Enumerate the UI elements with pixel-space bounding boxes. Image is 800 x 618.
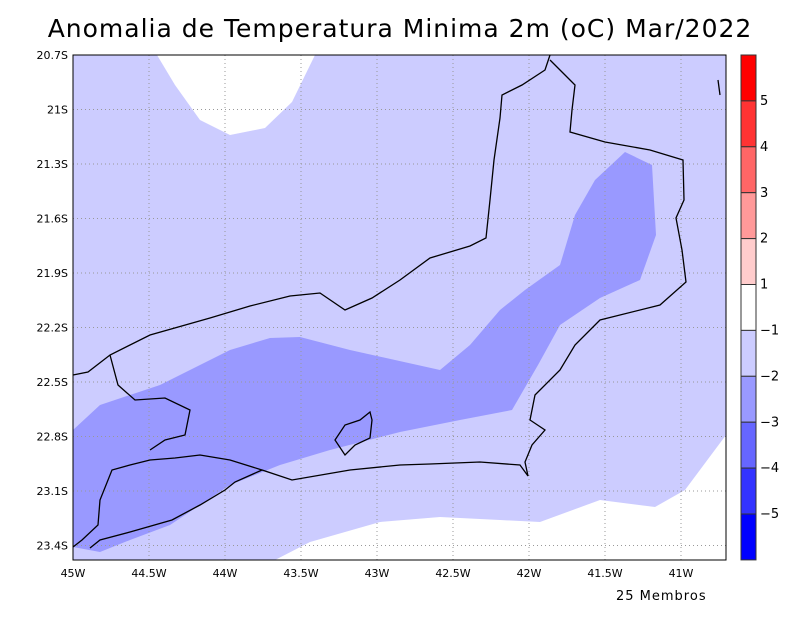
grid-lines [73,55,726,560]
lon-tick-label: 43W [365,567,390,580]
lat-tick-label: 21.9S [37,267,68,280]
colorbar-swatch [740,100,757,148]
colorbar-swatch [740,329,757,377]
lat-tick-label: 22.2S [37,322,68,335]
map-frame [72,54,727,561]
colorbar-label: −3 [760,415,779,430]
lon-tick-label: 43.5W [283,567,318,580]
lat-tick-label: 21.6S [37,213,68,226]
colorbar-label: −4 [760,461,779,476]
colorbar: 5 4 3 2 1 −1 −2 −3 −4 −5 [740,54,779,561]
colorbar-label: 3 [760,186,768,201]
colorbar-label: 2 [760,232,768,247]
colorbar-label: 5 [760,94,768,109]
colorbar-swatch [740,238,757,286]
map-title: Anomalia de Temperatura Minima 2m (oC) M… [47,14,753,43]
anomaly-fill-white-north [157,55,315,135]
colorbar-swatch [740,421,757,469]
lon-tick-label: 42W [517,567,542,580]
lat-tick-label: 22.5S [37,376,68,389]
lat-tick-label: 23.1S [37,485,68,498]
lat-tick-label: 21.3S [37,158,68,171]
state-border-coastline [72,54,721,549]
lat-tick-label: 20.7S [37,49,68,62]
anomaly-fill-minus2-minus3 [73,152,656,552]
lon-tick-label: 45W [61,567,86,580]
ensemble-members-note: 25 Membros [616,589,707,604]
colorbar-swatch [740,375,757,423]
lon-tick-label: 42.5W [435,567,470,580]
colorbar-label: −5 [760,507,779,522]
colorbar-swatch [740,513,757,561]
anomaly-fill-white-south [275,435,726,560]
lon-tick-label: 44W [213,567,238,580]
colorbar-label: −2 [760,369,779,384]
lat-tick-label: 23.4S [37,540,68,553]
colorbar-label: 1 [760,278,768,293]
colorbar-swatch [740,192,757,240]
colorbar-swatch [740,146,757,194]
lon-tick-label: 41W [669,567,694,580]
lat-tick-label: 22.8S [37,431,68,444]
lon-tick-label: 44.5W [131,567,166,580]
colorbar-swatch [740,467,757,515]
lat-tick-label: 21S [47,104,68,117]
colorbar-swatch [740,54,757,102]
colorbar-label: 4 [760,140,768,155]
lon-tick-label: 41.5W [587,567,622,580]
colorbar-swatch [740,284,757,331]
colorbar-label: −1 [760,324,779,339]
